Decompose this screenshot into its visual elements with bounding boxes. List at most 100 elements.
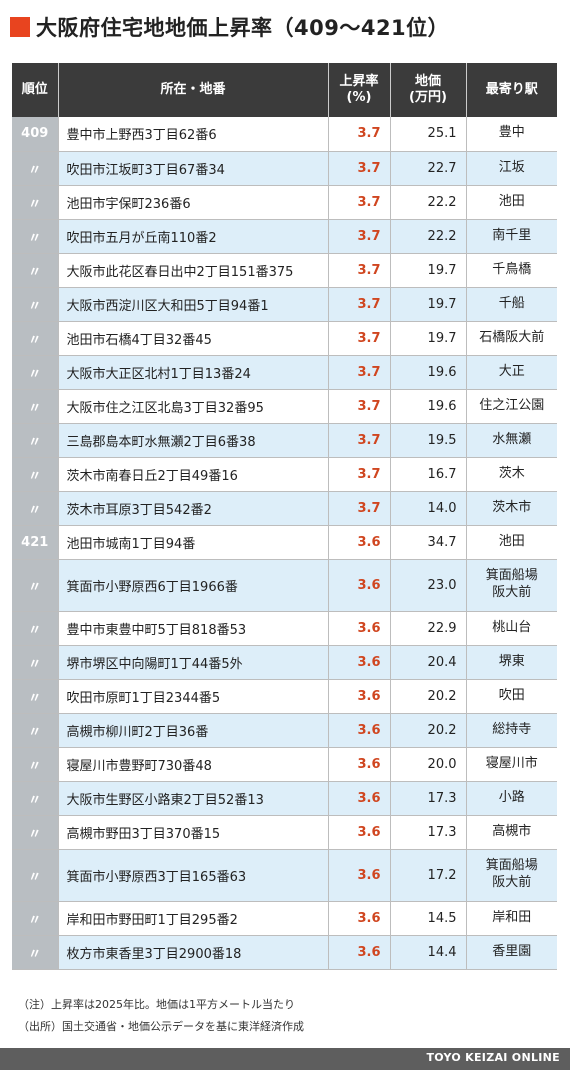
cell-rate: 3.7 [328, 117, 391, 152]
cell-price: 22.7 [390, 151, 467, 186]
header-rank-label: 順位 [21, 81, 48, 97]
cell-rank: 〃 [12, 423, 59, 458]
cell-address: 三島郡島本町水無瀬2丁目6番38 [58, 423, 329, 458]
cell-rate: 3.6 [328, 713, 391, 748]
cell-address: 大阪市住之江区北島3丁目32番95 [58, 389, 329, 424]
cell-price: 22.9 [390, 611, 467, 646]
cell-address: 豊中市東豊中町5丁目818番53 [58, 611, 329, 646]
cell-price: 20.0 [390, 747, 467, 782]
cell-price: 23.0 [390, 559, 467, 612]
cell-address: 茨木市耳原3丁目542番2 [58, 491, 329, 526]
cell-rate: 3.6 [328, 525, 391, 560]
cell-address: 大阪市此花区春日出中2丁目151番375 [58, 253, 329, 288]
cell-rate: 3.6 [328, 747, 391, 782]
header-station-label: 最寄り駅 [485, 81, 538, 97]
cell-rank: 〃 [12, 321, 59, 356]
table-row: 421 池田市城南1丁目94番 3.6 34.7 池田 [12, 525, 557, 560]
cell-address: 箕面市小野原西6丁目1966番 [58, 559, 329, 612]
cell-station: 吹田 [466, 679, 557, 714]
header-station: 最寄り駅 [466, 63, 557, 117]
table-row: 〃堺市堺区中向陽町1丁44番5外 3.6 20.4 堺東 [12, 645, 557, 680]
cell-station: 千鳥橋 [466, 253, 557, 288]
table-body: 409 豊中市上野西3丁目62番6 3.7 25.1 豊中〃吹田市江坂町3丁目67番34… [12, 117, 557, 970]
header-address-label: 所在・地番 [160, 81, 226, 97]
cell-rate: 3.6 [328, 849, 391, 902]
table-row: 〃箕面市小野原西3丁目165番63 3.6 17.2 箕面船場 阪大前 [12, 849, 557, 902]
cell-address: 大阪市生野区小路東2丁目52番13 [58, 781, 329, 816]
title-accent-square [10, 17, 30, 37]
cell-price: 20.2 [390, 713, 467, 748]
table-row: 〃枚方市東香里3丁目2900番18 3.6 14.4 香里園 [12, 935, 557, 970]
cell-rank: 〃 [12, 355, 59, 390]
cell-station: 小路 [466, 781, 557, 816]
table-row: 〃茨木市耳原3丁目542番2 3.7 14.0 茨木市 [12, 491, 557, 526]
cell-rank: 〃 [12, 287, 59, 322]
table-row: 〃大阪市生野区小路東2丁目52番13 3.6 17.3 小路 [12, 781, 557, 816]
header-address: 所在・地番 [58, 63, 329, 117]
cell-address: 箕面市小野原西3丁目165番63 [58, 849, 329, 902]
table-row: 〃箕面市小野原西6丁目1966番 3.6 23.0 箕面船場 阪大前 [12, 559, 557, 612]
cell-station: 茨木市 [466, 491, 557, 526]
cell-rank: 〃 [12, 849, 59, 902]
cell-station: 水無瀬 [466, 423, 557, 458]
cell-rank: 〃 [12, 253, 59, 288]
cell-address: 枚方市東香里3丁目2900番18 [58, 935, 329, 970]
cell-station: 千船 [466, 287, 557, 322]
table-row: 409 豊中市上野西3丁目62番6 3.7 25.1 豊中 [12, 117, 557, 152]
ranking-table: 順位 所在・地番 上昇率 (%) 地価 (万円) 最寄り駅 409 豊中市上野西3… [12, 63, 557, 970]
table-row: 〃大阪市住之江区北島3丁目32番95 3.7 19.6 住之江公園 [12, 389, 557, 424]
table-row: 〃高槻市柳川町2丁目36番 3.6 20.2 総持寺 [12, 713, 557, 748]
cell-price: 16.7 [390, 457, 467, 492]
table-row: 〃茨木市南春日丘2丁目49番16 3.7 16.7 茨木 [12, 457, 557, 492]
cell-station: 茨木 [466, 457, 557, 492]
note-line: （注）上昇率は2025年比。地価は1平方メートル当たり [18, 998, 295, 1011]
header-rank: 順位 [12, 63, 59, 117]
cell-rank: 〃 [12, 679, 59, 714]
table-header: 順位 所在・地番 上昇率 (%) 地価 (万円) 最寄り駅 [12, 63, 557, 117]
cell-price: 14.4 [390, 935, 467, 970]
cell-address: 高槻市野田3丁目370番15 [58, 815, 329, 850]
cell-rank: 〃 [12, 185, 59, 220]
cell-rank: 〃 [12, 645, 59, 680]
cell-price: 19.5 [390, 423, 467, 458]
cell-station: 香里園 [466, 935, 557, 970]
cell-rate: 3.6 [328, 645, 391, 680]
table-row: 〃池田市宇保町236番6 3.7 22.2 池田 [12, 185, 557, 220]
table-row: 〃三島郡島本町水無瀬2丁目6番38 3.7 19.5 水無瀬 [12, 423, 557, 458]
cell-rank: 〃 [12, 491, 59, 526]
header-rate-label: 上昇率 (%) [339, 73, 379, 105]
cell-station: 岸和田 [466, 901, 557, 936]
table-row: 〃大阪市西淀川区大和田5丁目94番1 3.7 19.7 千船 [12, 287, 557, 322]
cell-station: 大正 [466, 355, 557, 390]
cell-price: 22.2 [390, 219, 467, 254]
cell-rate: 3.6 [328, 611, 391, 646]
header-price: 地価 (万円) [390, 63, 467, 117]
header-row: 順位 所在・地番 上昇率 (%) 地価 (万円) 最寄り駅 [12, 63, 557, 117]
cell-rank: 421 [12, 525, 59, 560]
cell-rank: 〃 [12, 151, 59, 186]
cell-price: 34.7 [390, 525, 467, 560]
cell-station: 池田 [466, 525, 557, 560]
cell-rate: 3.6 [328, 901, 391, 936]
table-row: 〃豊中市東豊中町5丁目818番53 3.6 22.9 桃山台 [12, 611, 557, 646]
cell-price: 19.6 [390, 389, 467, 424]
chart-title: 大阪府住宅地地価上昇率（409～421位） [36, 16, 450, 40]
title-row: 大阪府住宅地地価上昇率（409～421位） [10, 12, 449, 42]
cell-price: 19.6 [390, 355, 467, 390]
cell-rank: 〃 [12, 901, 59, 936]
cell-station: 寝屋川市 [466, 747, 557, 782]
cell-address: 岸和田市野田町1丁目295番2 [58, 901, 329, 936]
cell-price: 19.7 [390, 253, 467, 288]
cell-address: 吹田市江坂町3丁目67番34 [58, 151, 329, 186]
cell-rate: 3.6 [328, 679, 391, 714]
cell-rank: 〃 [12, 815, 59, 850]
footer-bar: TOYO KEIZAI ONLINE [0, 1048, 570, 1070]
cell-rate: 3.7 [328, 389, 391, 424]
cell-address: 大阪市大正区北村1丁目13番24 [58, 355, 329, 390]
cell-station: 江坂 [466, 151, 557, 186]
cell-price: 19.7 [390, 321, 467, 356]
cell-station: 石橋阪大前 [466, 321, 557, 356]
cell-rank: 409 [12, 117, 59, 152]
cell-rank: 〃 [12, 747, 59, 782]
cell-price: 19.7 [390, 287, 467, 322]
